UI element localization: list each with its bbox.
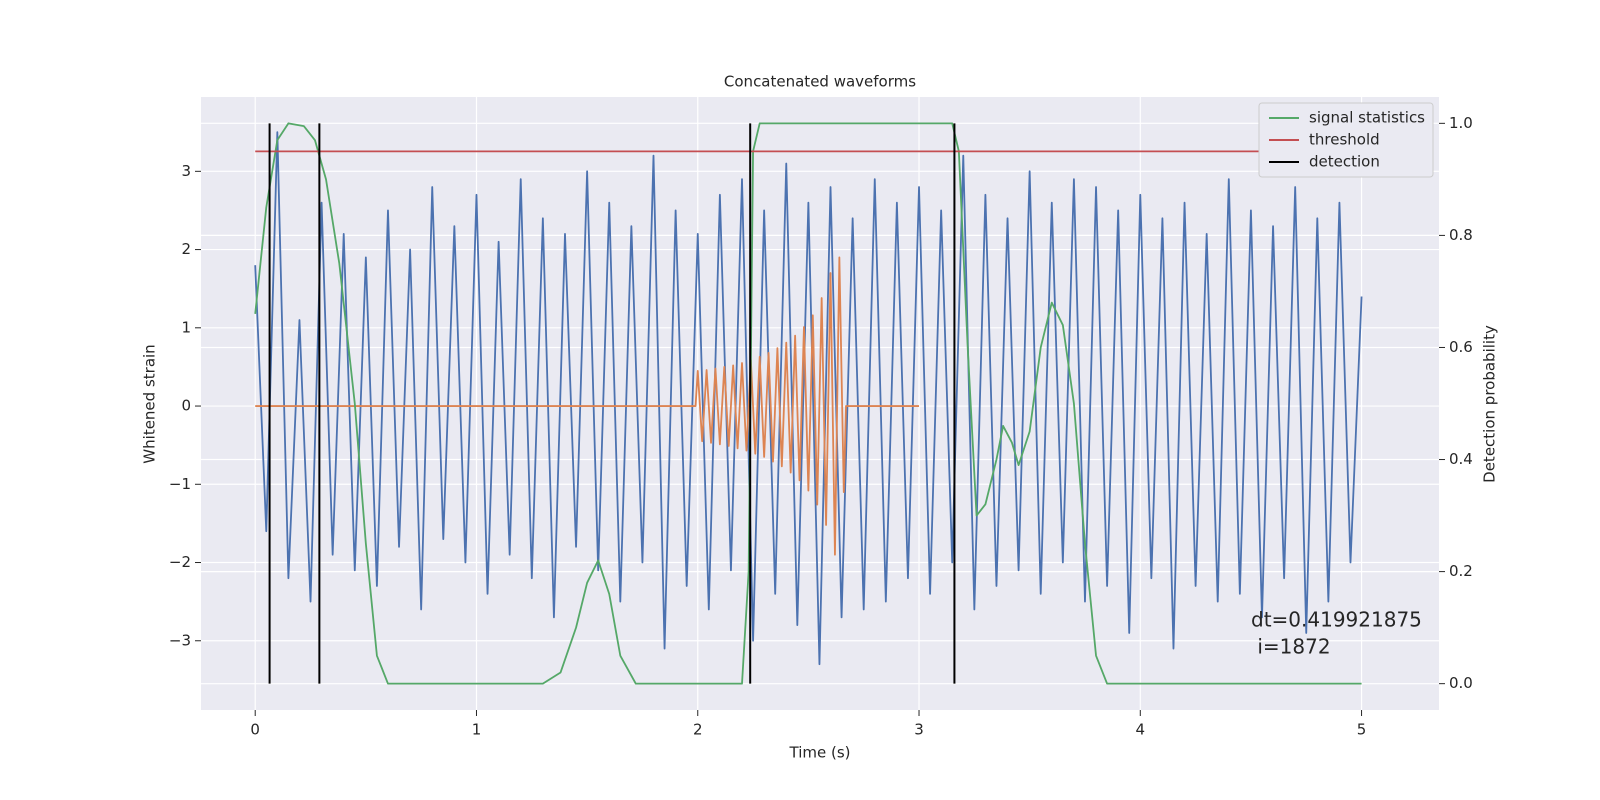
legend-label: signal statistics — [1309, 109, 1425, 127]
x-axis-label: Time (s) — [789, 744, 851, 762]
y-axis-label: Whitened strain — [141, 344, 159, 463]
x-tick-label: 0 — [250, 721, 260, 739]
y2-tick-label: 0.2 — [1449, 562, 1473, 580]
y-tick-label: −3 — [169, 631, 191, 649]
series-line — [254, 131, 1363, 666]
y-tick-label: 1 — [181, 318, 191, 336]
series-line — [254, 122, 1362, 685]
annotation: i=1872 — [1251, 635, 1331, 659]
x-tick-label: 3 — [914, 721, 924, 739]
y2-tick-label: 0.0 — [1449, 674, 1473, 692]
legend-label: threshold — [1309, 131, 1380, 149]
y2-tick-label: 0.8 — [1449, 226, 1473, 244]
y2-tick-label: 1.0 — [1449, 114, 1473, 132]
y-tick-label: 0 — [181, 397, 191, 415]
legend-label: detection — [1309, 153, 1380, 171]
y-tick-label: −1 — [169, 475, 191, 493]
annotation: dt=0.419921875 — [1251, 608, 1422, 632]
chart-title: Concatenated waveforms — [724, 73, 916, 91]
y2-tick-label: 0.4 — [1449, 450, 1473, 468]
y-tick-label: 3 — [181, 162, 191, 180]
y2-axis-label: Detection probability — [1481, 325, 1499, 483]
y2-tick-label: 0.6 — [1449, 338, 1473, 356]
y-tick-label: −2 — [169, 553, 191, 571]
x-tick-label: 5 — [1357, 721, 1367, 739]
x-tick-label: 2 — [693, 721, 703, 739]
y-tick-label: 2 — [181, 240, 191, 258]
x-tick-label: 1 — [472, 721, 482, 739]
x-tick-label: 4 — [1136, 721, 1146, 739]
series-line — [255, 256, 920, 556]
legend-box — [1258, 102, 1434, 178]
